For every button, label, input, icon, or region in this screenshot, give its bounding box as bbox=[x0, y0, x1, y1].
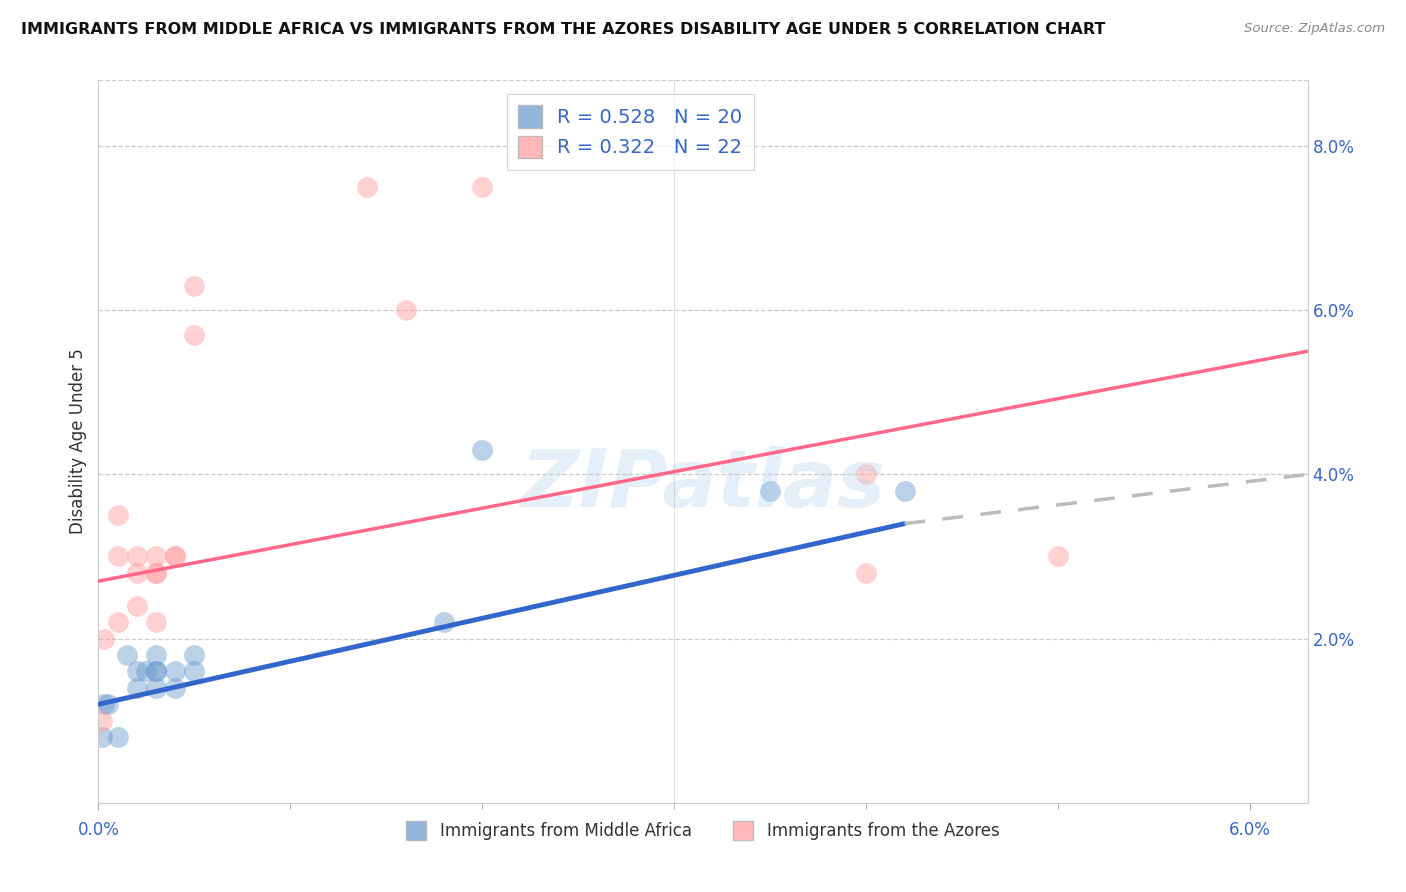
Y-axis label: Disability Age Under 5: Disability Age Under 5 bbox=[69, 349, 87, 534]
Legend: Immigrants from Middle Africa, Immigrants from the Azores: Immigrants from Middle Africa, Immigrant… bbox=[398, 813, 1008, 848]
Text: Source: ZipAtlas.com: Source: ZipAtlas.com bbox=[1244, 22, 1385, 36]
Text: IMMIGRANTS FROM MIDDLE AFRICA VS IMMIGRANTS FROM THE AZORES DISABILITY AGE UNDER: IMMIGRANTS FROM MIDDLE AFRICA VS IMMIGRA… bbox=[21, 22, 1105, 37]
Text: ZIPatlas: ZIPatlas bbox=[520, 446, 886, 524]
